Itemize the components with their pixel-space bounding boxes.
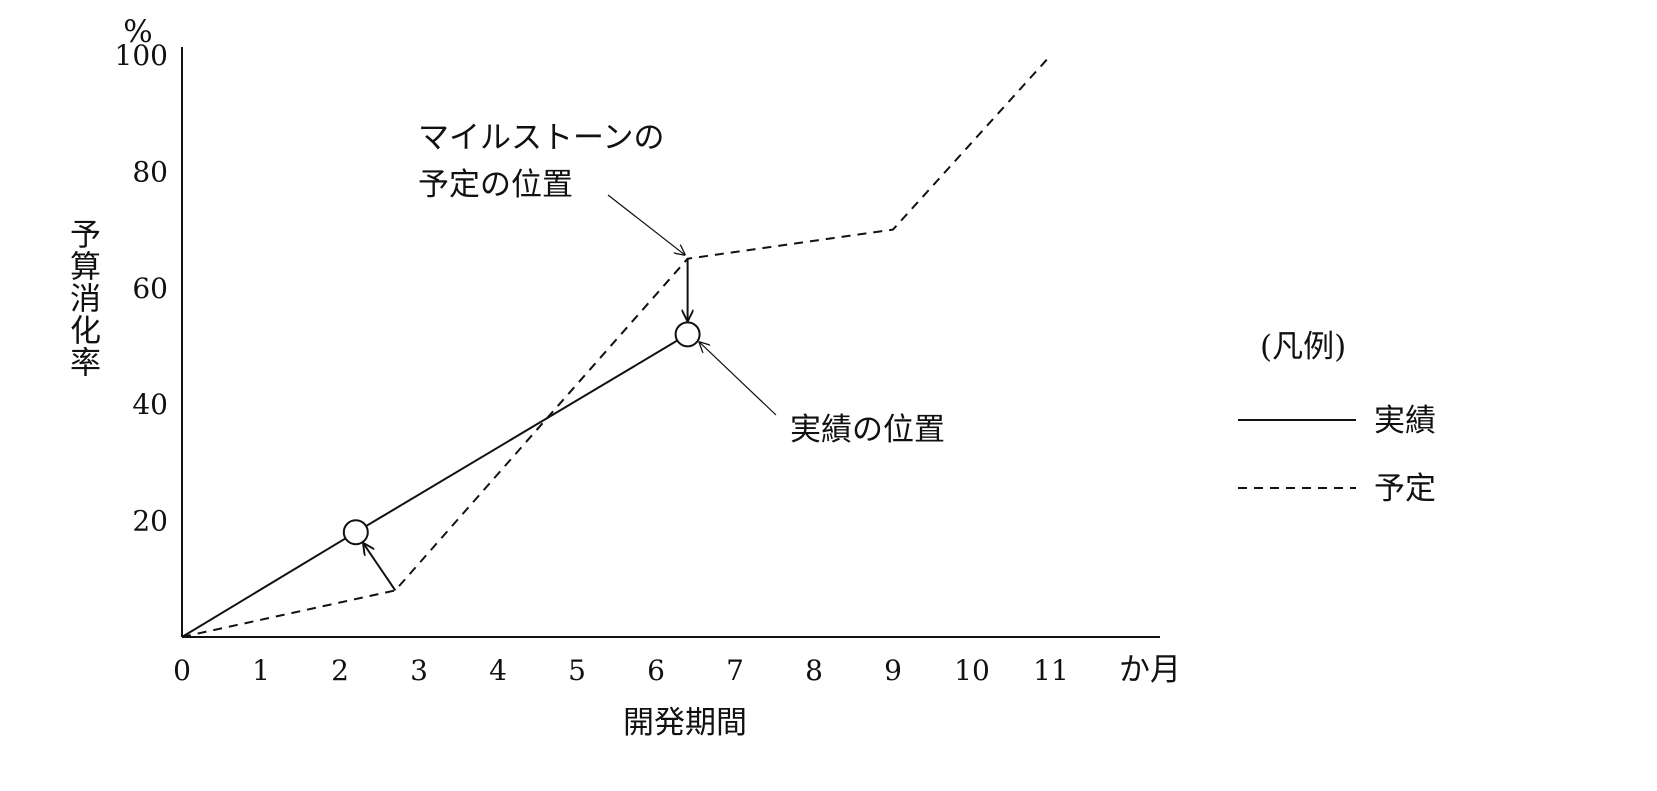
legend-actual-label: 実績 [1374, 403, 1436, 439]
annotation-milestone: マイルストーンの 予定の位置 [418, 120, 685, 255]
legend-plan-label: 予定 [1374, 471, 1436, 507]
annotation-actual-label: 実績の位置 [790, 412, 945, 448]
y-unit-label: % [123, 14, 152, 50]
actual-marker [674, 321, 701, 348]
series-actual-line [181, 333, 689, 638]
x-tick-label: 2 [331, 654, 349, 687]
y-tick-label: 100 [115, 39, 168, 72]
annotation-milestone-line1: マイルストーンの [418, 120, 664, 156]
annotation-milestone-leader [607, 194, 685, 255]
x-tick-label: 5 [568, 654, 586, 687]
x-tick-label: 1 [252, 654, 270, 687]
y-axis-title: 予算消化率 [64, 218, 100, 378]
x-tick-label: 4 [489, 654, 507, 687]
actual-marker [342, 519, 369, 546]
y-tick-label: 60 [132, 272, 168, 305]
x-tick-label: 7 [726, 654, 744, 687]
x-tick-label: 8 [805, 654, 823, 687]
y-tick-label: 80 [132, 155, 168, 188]
x-tick-label: 3 [410, 654, 428, 687]
x-tick-label: 6 [647, 654, 665, 687]
annotation-actual: 実績の位置 [700, 342, 945, 448]
y-tick-label: 20 [132, 505, 168, 538]
milestone-shift-arrow [364, 544, 397, 592]
annotation-actual-leader [700, 342, 777, 416]
legend: (凡例) 実績 予定 [1238, 329, 1436, 507]
x-unit-label: か月 [1119, 652, 1181, 688]
y-tick-label: 40 [132, 388, 168, 421]
x-tick-label: 11 [1033, 654, 1069, 687]
x-tick-label: 9 [884, 654, 902, 687]
x-tick-label: 0 [173, 654, 191, 687]
annotation-milestone-line2: 予定の位置 [418, 167, 573, 203]
legend-title: (凡例) [1260, 329, 1346, 365]
x-axis-title: 開発期間 [623, 705, 747, 741]
x-tick-label: 10 [954, 654, 990, 687]
